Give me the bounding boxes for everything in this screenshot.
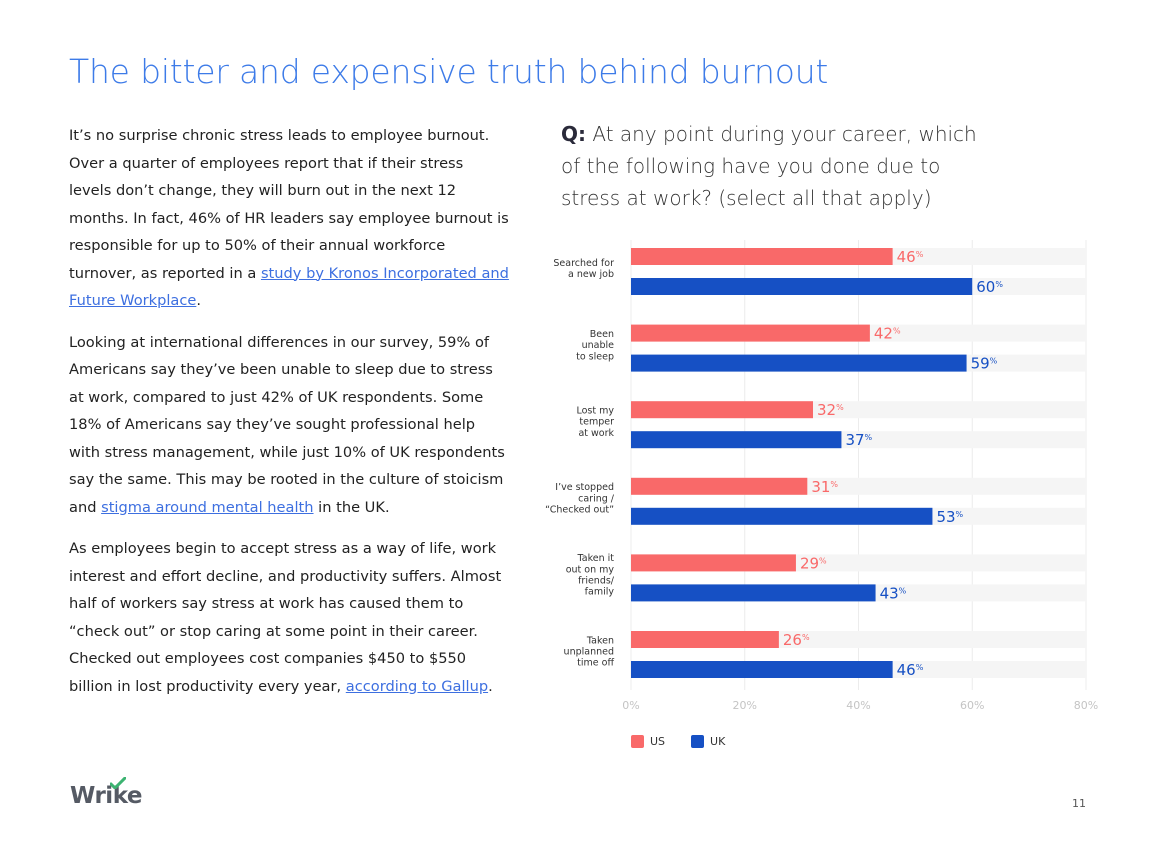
survey-question: Q: At any point during your career, whic… — [561, 118, 1001, 214]
category-label: out on my — [566, 564, 615, 575]
x-tick-label: 0% — [622, 699, 639, 712]
category-label: unplanned — [564, 647, 614, 658]
category-label: Lost my — [576, 406, 614, 417]
page-number: 11 — [1072, 797, 1086, 810]
legend-item-us: US — [631, 735, 665, 748]
paragraph-3-text: As employees begin to accept stress as a… — [69, 540, 502, 695]
category-label: Taken it — [577, 553, 615, 564]
category-label: Searched for — [553, 258, 614, 269]
x-tick-label: 60% — [960, 699, 984, 712]
paragraph-2-text: Looking at international differences in … — [69, 333, 505, 516]
paragraph-1-end: . — [196, 292, 201, 309]
bar-value-label: 59% — [971, 355, 998, 373]
bar-value-label: 53% — [936, 508, 963, 526]
category-label: a new job — [568, 269, 614, 280]
legend-label-us: US — [650, 735, 666, 748]
bar-value-label: 60% — [976, 278, 1003, 296]
bar-value-label: 37% — [845, 431, 872, 449]
chart-legend: US UK — [631, 735, 725, 748]
category-label: “Checked out” — [545, 505, 614, 516]
bar-value-label: 42% — [874, 325, 901, 343]
legend-swatch-us — [631, 735, 644, 748]
category-label: unable — [582, 340, 615, 351]
page-title: The bitter and expensive truth behind bu… — [69, 52, 829, 91]
bar-value-label: 46% — [897, 661, 924, 679]
category-label: to sleep — [576, 351, 614, 362]
paragraph-1: It’s no surprise chronic stress leads to… — [69, 122, 509, 315]
article-body: It’s no surprise chronic stress leads to… — [69, 122, 509, 714]
bar-us — [631, 631, 779, 648]
logo-check-icon — [110, 777, 126, 789]
mental-health-stigma-link[interactable]: stigma around mental health — [101, 498, 314, 516]
bar-us — [631, 477, 808, 495]
bar-uk — [631, 507, 933, 525]
paragraph-2: Looking at international differences in … — [69, 329, 509, 522]
legend-label-uk: UK — [710, 735, 726, 748]
bar-value-label: 26% — [783, 631, 810, 649]
category-label: family — [585, 587, 615, 598]
bar-us — [631, 324, 870, 342]
category-label: at work — [578, 428, 614, 439]
paragraph-3: As employees begin to accept stress as a… — [69, 535, 509, 700]
question-prefix: Q: — [561, 122, 586, 146]
category-label: Taken — [586, 635, 614, 646]
bar-value-label: 29% — [800, 554, 827, 572]
bar-uk — [631, 431, 842, 449]
legend-swatch-uk — [691, 735, 705, 748]
bar-uk — [631, 584, 876, 602]
bar-value-label: 43% — [880, 584, 907, 602]
x-tick-label: 20% — [733, 699, 757, 712]
bar-value-label: 32% — [817, 401, 844, 419]
category-label: temper — [579, 417, 614, 428]
category-label: I’ve stopped — [555, 482, 614, 493]
bar-uk — [631, 278, 973, 295]
bar-value-label: 31% — [811, 478, 838, 496]
category-label: friends/ — [578, 576, 615, 587]
bar-uk — [631, 661, 893, 678]
category-label: caring / — [578, 493, 615, 504]
paragraph-1-text: It’s no surprise chronic stress leads to… — [69, 127, 509, 282]
bar-uk — [631, 354, 967, 372]
question-text: At any point during your career, which o… — [561, 122, 977, 210]
category-label: Been — [590, 329, 614, 340]
wrike-logo: Wrike — [70, 777, 142, 809]
bar-us — [631, 401, 813, 419]
legend-item-uk: UK — [691, 735, 725, 748]
bar-us — [631, 248, 893, 265]
bar-value-label: 46% — [897, 248, 924, 266]
x-tick-label: 80% — [1074, 699, 1098, 712]
x-tick-label: 40% — [846, 699, 870, 712]
bar-us — [631, 554, 796, 572]
gallup-link[interactable]: according to Gallup — [345, 677, 489, 695]
paragraph-2-end: in the UK. — [313, 498, 390, 516]
kronos-study-link[interactable]: study by Kronos Incorporated and Future … — [69, 264, 509, 310]
paragraph-3-end: . — [488, 677, 493, 695]
category-label: time off — [577, 658, 614, 669]
logo-text: Wrike — [70, 783, 142, 809]
